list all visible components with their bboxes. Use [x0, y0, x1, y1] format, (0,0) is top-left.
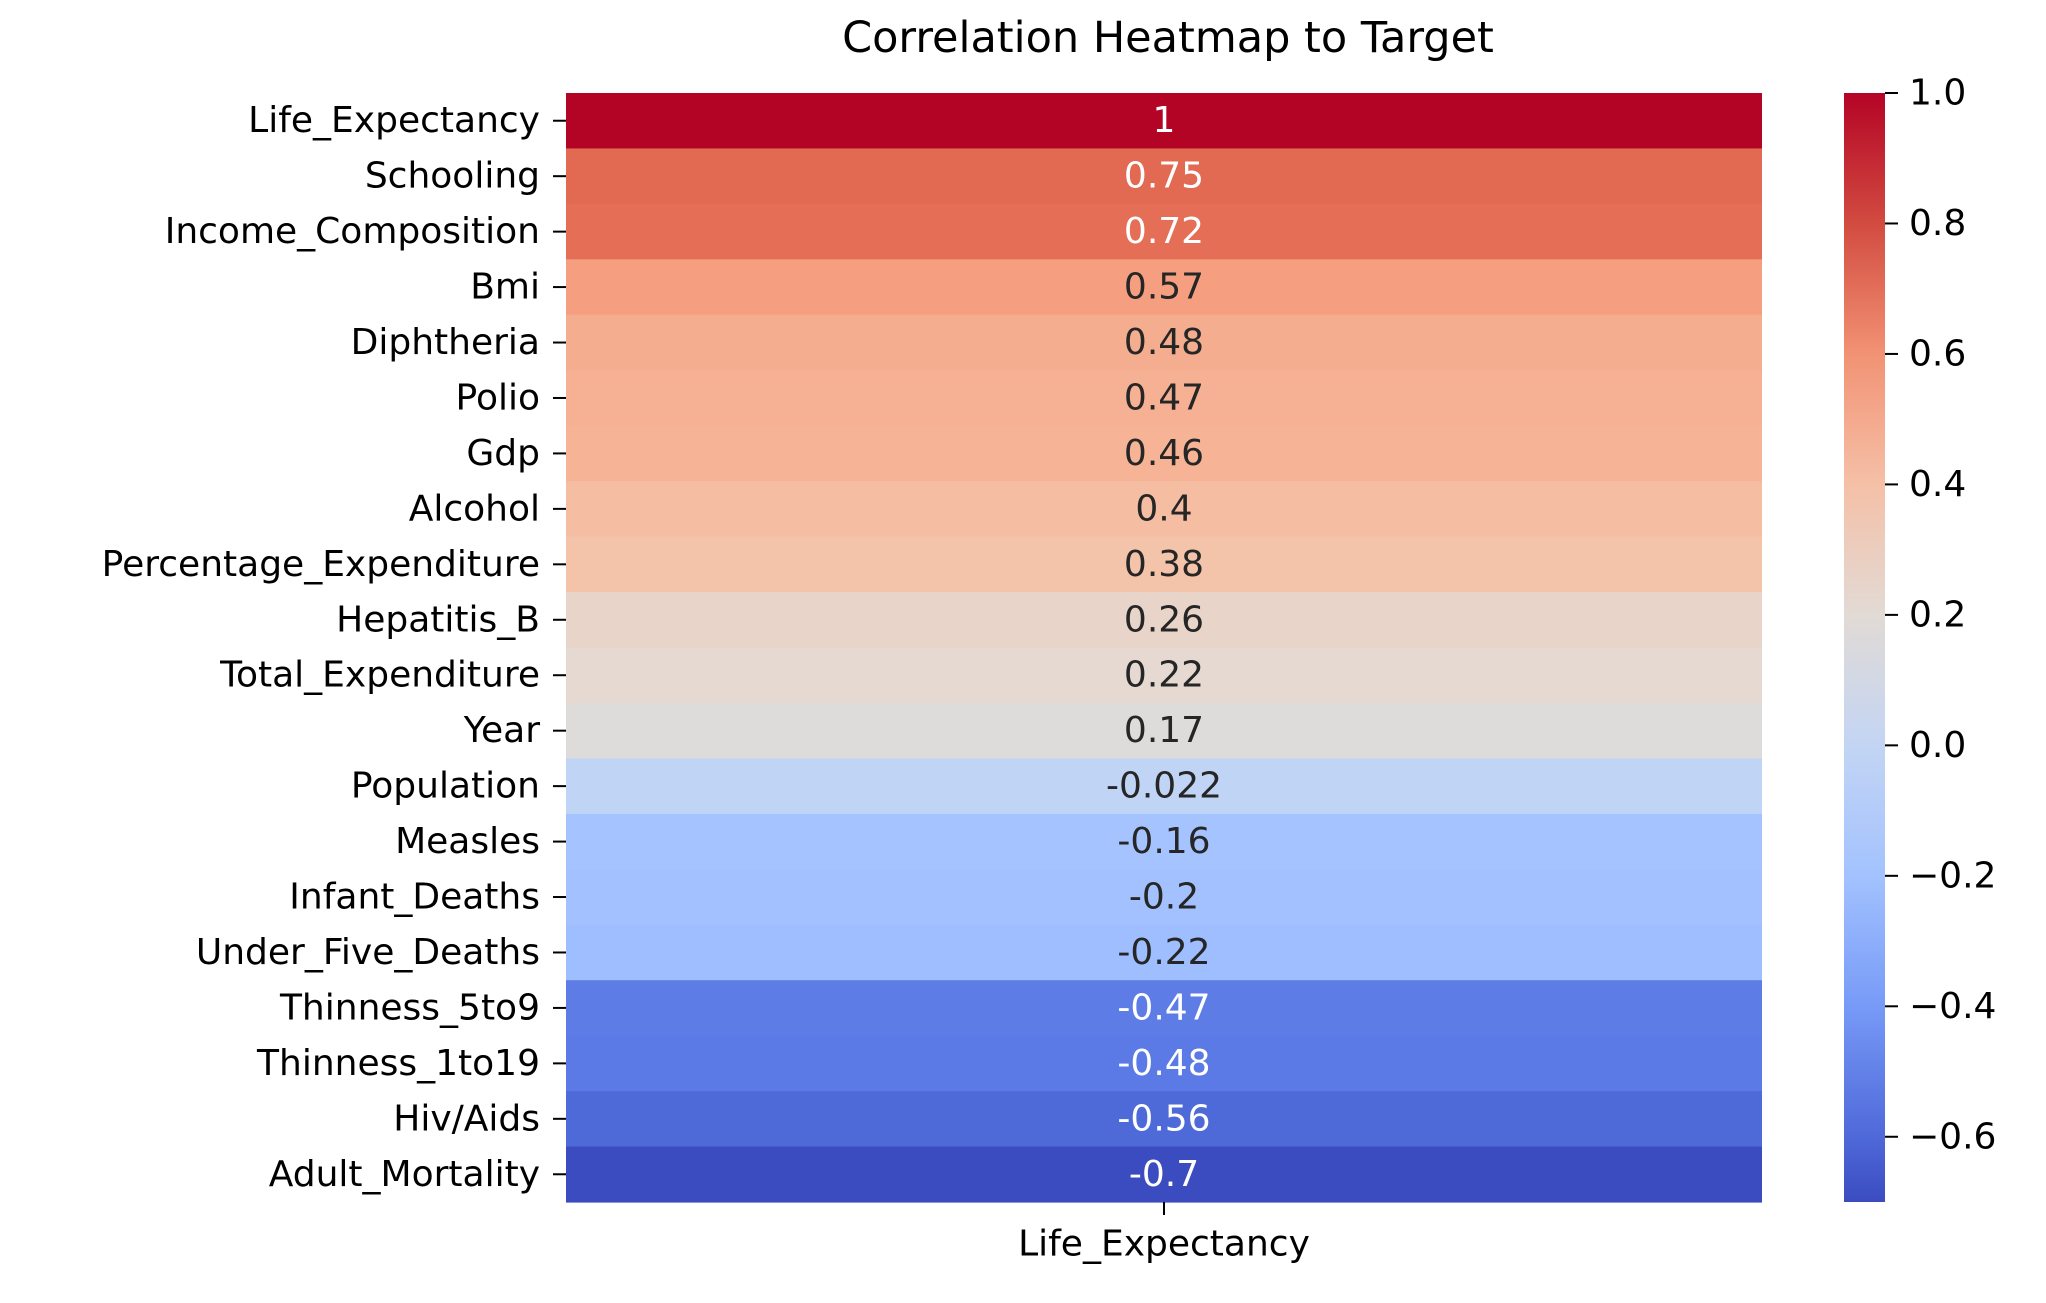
colorbar: 1.0 0.8 0.6 0.4 0.2 0.0 −0.2 −0.4 −0.6 [1844, 73, 1996, 1202]
heatmap-cell [566, 1091, 1762, 1148]
chart-title: Correlation Heatmap to Target [842, 13, 1494, 63]
colorbar-tick-label: 1.0 [1909, 73, 1966, 114]
row-label: Polio [456, 377, 540, 418]
heatmap-cell [566, 813, 1762, 870]
heatmap-cell [566, 203, 1762, 260]
heatmap-cell [566, 758, 1762, 815]
cell-value-label: 0.47 [1124, 377, 1204, 418]
colorbar-tick-label: 0.6 [1909, 333, 1966, 374]
row-label: Income_Composition [165, 211, 540, 252]
heatmap-cell [566, 1146, 1762, 1203]
colorbar-tick-label: 0.4 [1909, 464, 1966, 505]
colorbar-tick-label: 0.8 [1909, 203, 1966, 244]
row-label: Total_Expenditure [219, 655, 540, 696]
row-label: Hepatitis_B [336, 599, 540, 640]
column-label: Life_Expectancy [1018, 1224, 1310, 1265]
row-label: Hiv/Aids [393, 1098, 540, 1139]
cell-value-label: -0.2 [1129, 877, 1199, 918]
row-label: Under_Five_Deaths [196, 932, 540, 973]
cell-value-label: -0.7 [1129, 1154, 1199, 1195]
row-label: Adult_Mortality [269, 1154, 540, 1195]
cell-value-label: -0.22 [1117, 932, 1210, 973]
row-label: Thinness_1to19 [256, 1043, 540, 1084]
row-label: Bmi [470, 267, 540, 308]
heatmap-cell [566, 370, 1762, 427]
cell-value-label: 0.72 [1124, 211, 1204, 252]
cell-value-label: -0.022 [1106, 766, 1222, 807]
row-label: Gdp [466, 433, 540, 474]
cell-value-label: 0.4 [1135, 488, 1192, 529]
heatmap-cells: 1 0.75 0.72 0.57 0.48 0.47 0.46 0.4 0.38 0.26 0.22… [566, 93, 1762, 1203]
cell-value-label: 0.75 [1124, 156, 1204, 197]
colorbar-tick-label: 0.2 [1909, 594, 1966, 635]
heatmap-cell [566, 924, 1762, 981]
column-labels: Life_Expectancy [1018, 1202, 1310, 1265]
heatmap-cell [566, 592, 1762, 649]
heatmap-cell [566, 980, 1762, 1037]
heatmap-cell [566, 869, 1762, 926]
cell-value-label: -0.56 [1117, 1098, 1210, 1139]
colorbar-tick-label: −0.6 [1909, 1116, 1996, 1157]
row-label: Measles [395, 821, 540, 862]
row-label: Year [463, 710, 540, 751]
cell-value-label: 1 [1153, 100, 1176, 141]
cell-value-label: 0.48 [1124, 322, 1204, 363]
row-label: Schooling [365, 156, 540, 197]
cell-value-label: 0.57 [1124, 267, 1204, 308]
cell-value-label: 0.22 [1124, 655, 1204, 696]
heatmap-cell [566, 647, 1762, 704]
heatmap-cell [566, 259, 1762, 316]
colorbar-tick-label: −0.2 [1909, 855, 1996, 896]
heatmap-cell [566, 481, 1762, 538]
heatmap-cell [566, 702, 1762, 759]
cell-value-label: -0.47 [1117, 987, 1210, 1028]
row-labels: Life_Expectancy Schooling Income_Compositi… [102, 100, 566, 1195]
row-label: Infant_Deaths [289, 877, 540, 918]
colorbar-tick-label: 0.0 [1909, 725, 1966, 766]
colorbar-tick-label: −0.4 [1909, 986, 1996, 1027]
row-label: Diphtheria [351, 322, 540, 363]
row-label: Population [351, 766, 540, 807]
heatmap-cell [566, 148, 1762, 205]
heatmap-cell [566, 425, 1762, 482]
row-label: Alcohol [409, 488, 540, 529]
cell-value-label: -0.16 [1117, 821, 1210, 862]
row-label: Percentage_Expenditure [102, 544, 540, 585]
heatmap-cell [566, 536, 1762, 593]
cell-value-label: 0.46 [1124, 433, 1204, 474]
heatmap-cell [566, 314, 1762, 371]
cell-value-label: -0.48 [1117, 1043, 1210, 1084]
heatmap-cell [566, 1035, 1762, 1092]
cell-value-label: 0.17 [1124, 710, 1204, 751]
heatmap-cell [566, 93, 1762, 150]
cell-value-label: 0.38 [1124, 544, 1204, 585]
cell-value-label: 0.26 [1124, 599, 1204, 640]
colorbar-gradient [1844, 93, 1885, 1202]
row-label: Thinness_5to9 [279, 987, 540, 1028]
row-label: Life_Expectancy [248, 100, 540, 141]
